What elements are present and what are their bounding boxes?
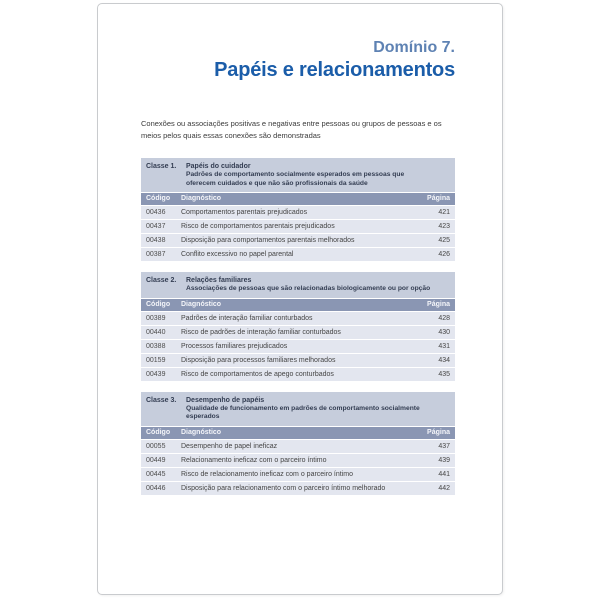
domain-description: Conexões ou associações positivas e nega… xyxy=(141,119,442,140)
table-header-row: Código Diagnóstico Página xyxy=(141,426,455,439)
row-page: 421 xyxy=(438,209,450,216)
table-row: 00439 Risco de comportamentos de apego c… xyxy=(141,367,455,381)
table-row: 00387 Conflito excessivo no papel parent… xyxy=(141,248,455,261)
class-name: Papéis do cuidador xyxy=(186,163,251,170)
row-page: 430 xyxy=(438,328,450,336)
class-info: Desempenho de papéis Qualidade de funcio… xyxy=(186,396,434,422)
table-rows: 00436 Comportamentos parentais prejudica… xyxy=(141,206,455,261)
row-page: 428 xyxy=(438,314,450,322)
row-code: 00055 xyxy=(146,442,166,450)
domain-label: Domínio 7. xyxy=(373,39,455,56)
table-row: 00438 Disposição para comportamentos par… xyxy=(141,234,455,247)
class-subtitle: Padrões de comportamento socialmente esp… xyxy=(186,171,405,187)
row-code: 00436 xyxy=(146,209,166,216)
row-diagnosis: Conflito excessivo no papel parental xyxy=(181,251,294,258)
class-label: Classe 3. xyxy=(146,396,177,404)
column-header-page: Página xyxy=(427,428,450,436)
class-name: Desempenho de papéis xyxy=(186,396,265,404)
table-header-row: Código Diagnóstico Página xyxy=(141,298,455,311)
table-rows: 00055 Desempenho de papel ineficaz 437 0… xyxy=(141,439,455,495)
class-band: Classe 3. Desempenho de papéis Qualidade… xyxy=(141,391,455,426)
column-header-code: Código xyxy=(146,195,171,202)
column-header-page: Página xyxy=(427,300,450,308)
column-header-diagnosis: Diagnóstico xyxy=(181,195,222,202)
row-page: 426 xyxy=(438,251,450,258)
class-subtitle: Associações de pessoas que são relaciona… xyxy=(186,285,431,292)
row-code: 00445 xyxy=(146,470,166,478)
row-page: 439 xyxy=(438,456,450,464)
table-row: 00389 Padrões de interação familiar cont… xyxy=(141,311,455,325)
page-content: Domínio 7. Papéis e relacionamentos Cone… xyxy=(98,38,502,495)
column-header-code: Código xyxy=(146,428,171,436)
table-rows: 00389 Padrões de interação familiar cont… xyxy=(141,311,455,381)
class-info: Papéis do cuidador Padrões de comportame… xyxy=(186,162,434,188)
column-header-code: Código xyxy=(146,300,171,308)
row-page: 431 xyxy=(438,342,450,350)
class-band: Classe 1. Papéis do cuidador Padrões de … xyxy=(141,158,455,192)
class-label: Classe 1. xyxy=(146,163,177,170)
table-row: 00436 Comportamentos parentais prejudica… xyxy=(141,206,455,219)
class-label: Classe 2. xyxy=(146,277,177,284)
row-diagnosis: Desempenho de papel ineficaz xyxy=(181,442,278,450)
row-diagnosis: Padrões de interação familiar conturbado… xyxy=(181,314,313,322)
row-diagnosis: Disposição para processos familiares mel… xyxy=(181,356,336,364)
class-table: Classe 3. Desempenho de papéis Qualidade… xyxy=(141,391,455,495)
table-row: 00449 Relacionamento ineficaz com o parc… xyxy=(141,453,455,467)
class-name: Relações familiares xyxy=(186,277,252,284)
class-info: Relações familiares Associações de pesso… xyxy=(186,276,434,294)
row-code: 00439 xyxy=(146,370,166,378)
class-band: Classe 2. Relações familiares Associaçõe… xyxy=(141,272,455,298)
row-diagnosis: Relacionamento ineficaz com o parceiro í… xyxy=(181,456,327,464)
row-code: 00440 xyxy=(146,328,166,336)
row-code: 00387 xyxy=(146,251,166,258)
table-row: 00055 Desempenho de papel ineficaz 437 xyxy=(141,439,455,453)
row-page: 441 xyxy=(438,470,450,478)
row-page: 442 xyxy=(438,484,450,492)
row-code: 00438 xyxy=(146,237,166,244)
table-header-row: Código Diagnóstico Página xyxy=(141,193,455,205)
row-page: 434 xyxy=(438,356,450,364)
class-subtitle: Qualidade de funcionamento em padrões de… xyxy=(186,404,420,421)
class-table: Classe 2. Relações familiares Associaçõe… xyxy=(141,272,455,381)
row-diagnosis: Disposição para comportamentos parentais… xyxy=(181,237,355,244)
row-diagnosis: Risco de comportamentos parentais prejud… xyxy=(181,223,335,230)
row-diagnosis: Comportamentos parentais prejudicados xyxy=(181,209,308,216)
row-code: 00159 xyxy=(146,356,166,364)
row-diagnosis: Risco de padrões de interação familiar c… xyxy=(181,328,341,336)
page-header: Domínio 7. Papéis e relacionamentos xyxy=(141,38,455,82)
column-header-page: Página xyxy=(427,195,450,202)
row-code: 00437 xyxy=(146,223,166,230)
table-row: 00446 Disposição para relacionamento com… xyxy=(141,481,455,495)
column-header-diagnosis: Diagnóstico xyxy=(181,300,222,308)
column-header-diagnosis: Diagnóstico xyxy=(181,428,222,436)
table-row: 00437 Risco de comportamentos parentais … xyxy=(141,220,455,233)
row-code: 00449 xyxy=(146,456,166,464)
row-diagnosis: Risco de comportamentos de apego conturb… xyxy=(181,370,334,378)
row-page: 437 xyxy=(438,442,450,450)
row-diagnosis: Risco de relacionamento ineficaz com o p… xyxy=(181,470,353,478)
table-row: 00440 Risco de padrões de interação fami… xyxy=(141,325,455,339)
table-row: 00159 Disposição para processos familiar… xyxy=(141,353,455,367)
class-table: Classe 1. Papéis do cuidador Padrões de … xyxy=(141,158,455,261)
row-page: 425 xyxy=(438,237,450,244)
table-row: 00445 Risco de relacionamento ineficaz c… xyxy=(141,467,455,481)
row-code: 00388 xyxy=(146,342,166,350)
row-page: 435 xyxy=(438,370,450,378)
page: Domínio 7. Papéis e relacionamentos Cone… xyxy=(97,3,503,595)
row-code: 00389 xyxy=(146,314,166,322)
row-code: 00446 xyxy=(146,484,166,492)
table-row: 00388 Processos familiares prejudicados … xyxy=(141,339,455,353)
row-diagnosis: Disposição para relacionamento com o par… xyxy=(181,484,386,492)
row-diagnosis: Processos familiares prejudicados xyxy=(181,342,288,350)
page-title: Papéis e relacionamentos xyxy=(214,59,455,81)
class-tables: Classe 1. Papéis do cuidador Padrões de … xyxy=(141,158,455,495)
row-page: 423 xyxy=(438,223,450,230)
